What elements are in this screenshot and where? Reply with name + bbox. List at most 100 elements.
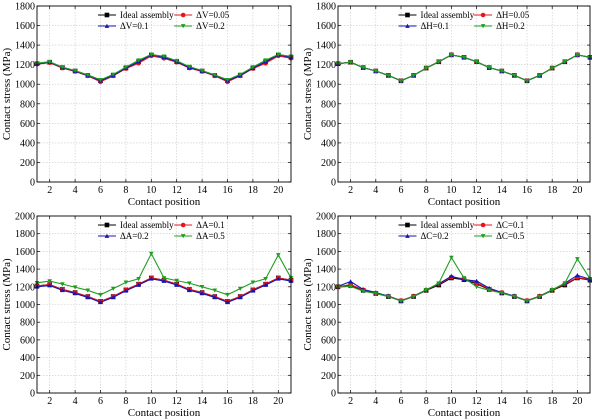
data-point: [250, 280, 256, 285]
x-tick-label: 18: [547, 185, 557, 196]
data-point: [449, 255, 454, 260]
data-point: [348, 279, 353, 284]
y-tick-label: 1200: [15, 282, 35, 293]
data-point: [199, 291, 205, 296]
legend: Ideal assembly ΔA=0.1 ΔA=0.2 ΔA=0.5: [97, 220, 225, 241]
y-tick-label: 1800: [15, 229, 35, 240]
y-tick-label: 800: [20, 99, 35, 110]
x-tick-label: 16: [522, 396, 532, 407]
data-point: [386, 73, 391, 78]
legend-marker: [480, 24, 486, 29]
data-point: [187, 288, 192, 293]
y-tick-label: 1600: [316, 21, 336, 32]
y-axis-label: Contact stress (MPa): [302, 48, 314, 141]
y-tick-label: 2000: [15, 212, 35, 223]
data-point: [85, 288, 91, 293]
data-point: [174, 282, 179, 287]
data-point: [187, 281, 192, 286]
legend-marker: [180, 222, 186, 228]
x-tick-label: 4: [373, 185, 378, 196]
data-point: [486, 288, 492, 293]
legend-marker: [104, 12, 110, 18]
data-point: [524, 299, 530, 304]
data-point: [276, 52, 281, 57]
data-point: [423, 66, 429, 71]
legend-label: ΔA=0.2: [120, 231, 149, 241]
data-point: [373, 291, 379, 296]
plot-frame: [36, 215, 292, 394]
legend-marker: [405, 233, 410, 238]
x-tick-label: 20: [273, 185, 283, 196]
y-tick-label: 1400: [316, 265, 336, 276]
x-tick-label: 20: [572, 396, 582, 407]
legend-label: ΔC=0.5: [496, 231, 525, 241]
y-tick-label: 400: [20, 138, 35, 149]
data-point: [225, 77, 230, 83]
data-point: [187, 64, 192, 69]
x-tick-label: 2: [47, 396, 52, 407]
data-point: [136, 58, 141, 63]
x-tick-label: 12: [472, 396, 482, 407]
data-point: [360, 65, 366, 70]
data-point: [149, 251, 154, 256]
data-point: [250, 288, 256, 293]
data-point: [499, 69, 505, 74]
legend-label: ΔH=0.1: [420, 21, 449, 31]
data-point: [549, 288, 555, 293]
y-tick-label: 1000: [316, 80, 336, 91]
data-point: [136, 282, 141, 287]
legend-marker: [480, 222, 486, 228]
y-tick-label: 1000: [316, 300, 336, 311]
x-tick-label: 6: [399, 185, 404, 196]
series-4: [335, 53, 592, 84]
y-tick-label: 1400: [316, 41, 336, 52]
data-point: [348, 60, 353, 65]
series-4: [335, 255, 592, 304]
data-point: [174, 278, 179, 283]
data-point: [85, 73, 91, 78]
y-tick-label: 1400: [15, 265, 35, 276]
data-point: [436, 59, 442, 65]
y-tick-label: 1400: [15, 41, 35, 52]
legend-marker: [405, 222, 410, 228]
x-tick-label: 4: [373, 396, 378, 407]
data-point: [263, 58, 268, 63]
data-point: [110, 286, 116, 291]
data-point: [263, 276, 268, 282]
y-tick-label: 800: [321, 99, 336, 110]
data-point: [524, 78, 530, 84]
data-point: [225, 292, 230, 298]
x-tick-label: 20: [273, 396, 283, 407]
legend-label: ΔA=0.1: [196, 220, 225, 230]
y-tick-label: 200: [321, 158, 336, 169]
data-point: [276, 253, 281, 258]
y-tick-label: 600: [20, 335, 35, 346]
data-point: [161, 54, 167, 59]
data-point: [60, 282, 65, 287]
legend-label: Ideal assembly: [120, 220, 174, 230]
y-tick-label: 0: [331, 178, 336, 189]
data-point: [386, 294, 391, 299]
data-point: [575, 272, 580, 278]
legend-label: Ideal assembly: [420, 10, 474, 20]
data-point: [373, 69, 379, 74]
data-point: [199, 68, 205, 73]
data-point: [225, 299, 230, 305]
data-point: [512, 294, 517, 299]
y-tick-label: 200: [20, 158, 35, 169]
legend-marker: [405, 23, 410, 28]
x-axis-label: Contact position: [428, 196, 501, 208]
chart-panel-1: 0 200 400 600 800 1000 1200 1400 1600 1800 2 4 6 8 10 1…: [1, 2, 294, 208]
plot-frame: [36, 5, 292, 183]
y-tick-label: 0: [30, 178, 35, 189]
data-point: [436, 281, 442, 286]
y-tick-label: 400: [321, 138, 336, 149]
data-point: [47, 59, 52, 65]
data-point: [72, 291, 78, 296]
x-tick-label: 20: [572, 185, 582, 196]
data-point: [212, 288, 218, 293]
x-tick-label: 10: [146, 396, 156, 407]
x-tick-label: 8: [424, 396, 429, 407]
y-tick-label: 0: [30, 389, 35, 400]
x-tick-label: 8: [123, 396, 128, 407]
